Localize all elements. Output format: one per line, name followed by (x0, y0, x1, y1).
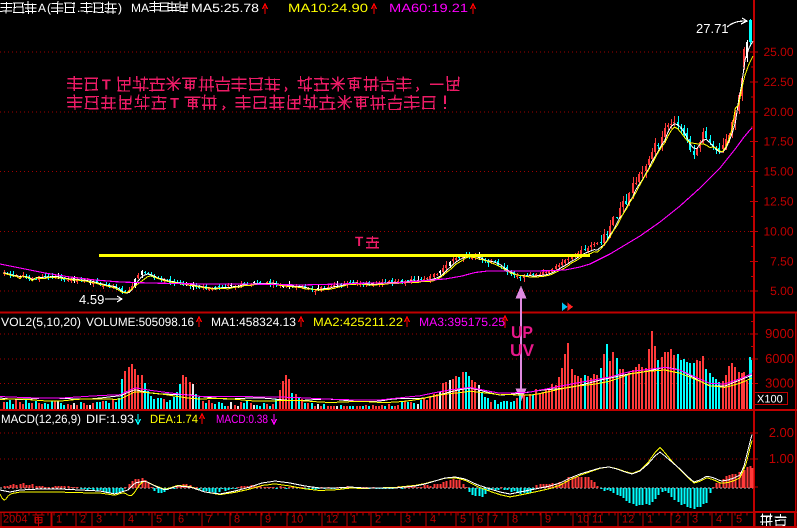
svg-text:11: 11 (592, 514, 603, 526)
svg-text:9000: 9000 (765, 326, 794, 341)
svg-text:6: 6 (178, 514, 184, 526)
svg-text:MA5:25.78: MA5:25.78 (191, 1, 259, 15)
svg-text:UV: UV (510, 341, 535, 360)
svg-text:): ) (118, 1, 122, 15)
svg-text:3: 3 (96, 514, 102, 526)
svg-text:T: T (355, 234, 364, 249)
svg-text:5: 5 (460, 514, 466, 526)
svg-text:2: 2 (80, 514, 86, 526)
svg-text:VOLUME:505098.16: VOLUME:505098.16 (86, 315, 194, 329)
svg-text:.: . (77, 1, 80, 15)
svg-text:MA2:425211.22: MA2:425211.22 (313, 315, 403, 329)
svg-text:15.00: 15.00 (763, 165, 793, 179)
svg-text:MA1:458324.13: MA1:458324.13 (211, 315, 296, 329)
svg-text:22.50: 22.50 (763, 75, 793, 89)
svg-text:8: 8 (234, 514, 240, 526)
svg-text:12.50: 12.50 (763, 195, 793, 209)
svg-text:12: 12 (326, 514, 338, 526)
svg-text:12: 12 (622, 514, 634, 526)
svg-text:5.00: 5.00 (770, 284, 794, 298)
svg-text:3000: 3000 (765, 376, 794, 391)
svg-text:4: 4 (128, 514, 134, 526)
svg-text:7.50: 7.50 (770, 254, 794, 268)
svg-text:9: 9 (265, 514, 271, 526)
svg-text:DEA:1.74: DEA:1.74 (150, 412, 198, 426)
svg-text:5: 5 (736, 514, 742, 526)
svg-text:UP: UP (511, 323, 533, 342)
svg-text:27.71: 27.71 (696, 21, 729, 36)
svg-text:4.59: 4.59 (79, 292, 104, 307)
svg-text:X100: X100 (757, 394, 783, 406)
svg-text:4: 4 (430, 514, 436, 526)
svg-text:7: 7 (206, 514, 212, 526)
svg-text:MA3:395175.25: MA3:395175.25 (419, 315, 505, 329)
svg-text:MA: MA (131, 1, 149, 15)
svg-text:6: 6 (477, 514, 483, 526)
svg-text:8: 8 (512, 514, 518, 526)
svg-text:3: 3 (692, 514, 698, 526)
svg-text:1: 1 (351, 514, 357, 526)
svg-text:T: T (170, 96, 179, 112)
svg-text:7: 7 (492, 514, 498, 526)
svg-text:25.00: 25.00 (763, 45, 793, 59)
svg-text:9: 9 (545, 514, 551, 526)
svg-text:10: 10 (577, 514, 589, 526)
svg-text:4: 4 (716, 514, 722, 526)
svg-text:2: 2 (675, 514, 681, 526)
svg-text:6000: 6000 (765, 351, 794, 366)
svg-text:5: 5 (156, 514, 162, 526)
svg-text:1: 1 (56, 514, 62, 526)
svg-text:T: T (102, 78, 111, 94)
svg-text:A: A (38, 1, 46, 15)
svg-text:2004: 2004 (3, 514, 27, 526)
svg-text:2.00: 2.00 (769, 425, 794, 440)
svg-text:1: 1 (647, 514, 653, 526)
svg-text:10.00: 10.00 (763, 224, 793, 238)
svg-text:VOL2(5,10,20): VOL2(5,10,20) (1, 315, 81, 329)
svg-text:MA10:24.90: MA10:24.90 (288, 1, 368, 15)
svg-text:MACD(12,26,9): MACD(12,26,9) (1, 412, 81, 426)
svg-text:20.00: 20.00 (763, 105, 793, 119)
svg-text:DIF:1.93: DIF:1.93 (86, 412, 134, 426)
svg-text:10: 10 (291, 514, 303, 526)
svg-text:17.50: 17.50 (763, 135, 793, 149)
svg-text:MA60:19.21: MA60:19.21 (389, 1, 468, 15)
svg-text:3: 3 (405, 514, 411, 526)
svg-text:(: ( (47, 1, 51, 15)
svg-text:MACD:0.38: MACD:0.38 (216, 412, 268, 426)
svg-text:2: 2 (375, 514, 381, 526)
svg-text:1.00: 1.00 (769, 451, 794, 466)
